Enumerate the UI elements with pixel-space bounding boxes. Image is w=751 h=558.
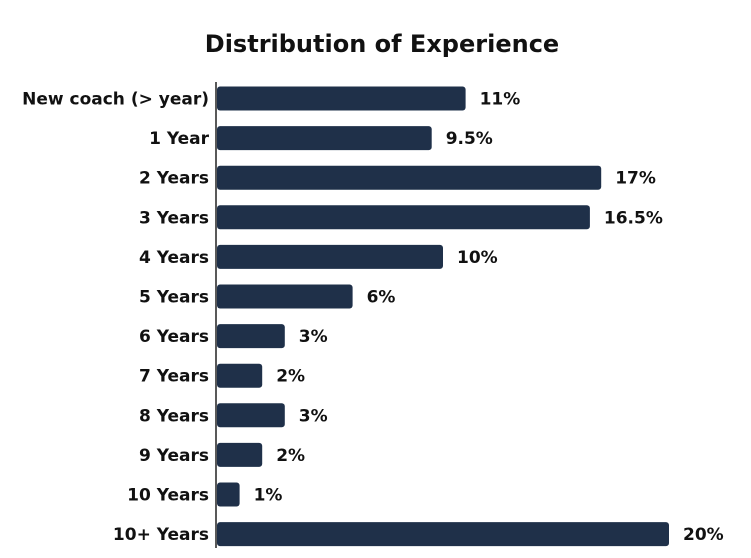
category-label: 4 Years [139,248,209,268]
category-label: 7 Years [139,367,209,387]
value-label: 2% [276,446,305,466]
value-label: 6% [367,288,396,308]
category-label: 10+ Years [113,525,209,545]
value-label: 10% [457,248,498,268]
value-label: 16.5% [604,208,663,228]
category-label: 3 Years [139,208,209,228]
value-label: 1% [254,486,283,506]
bar [217,244,443,269]
bar [217,403,285,428]
value-label: 9.5% [446,129,493,149]
category-label: New coach (> year) [22,90,209,110]
bar [217,324,285,349]
bar [217,86,466,111]
bar [217,126,432,151]
bar [217,482,240,507]
bar [217,205,590,230]
chart-title: Distribution of Experience [205,30,559,58]
category-label: 9 Years [139,446,209,466]
category-label: 6 Years [139,327,209,347]
category-label: 10 Years [127,486,209,506]
bar [217,442,263,467]
value-label: 3% [299,327,328,347]
category-label: 1 Year [149,129,209,149]
bar [217,284,353,309]
value-label: 17% [615,169,656,189]
value-label: 3% [299,406,328,426]
category-label: 2 Years [139,169,209,189]
bar [217,363,263,388]
value-label: 11% [480,90,521,110]
bar [217,522,669,547]
value-label: 2% [276,367,305,387]
category-label: 8 Years [139,406,209,426]
bar [217,165,602,190]
category-label: 5 Years [139,288,209,308]
value-label: 20% [683,525,724,545]
bars-group: New coach (> year) 11% 1 Year 9.5% 2 Years 17… [22,86,724,547]
